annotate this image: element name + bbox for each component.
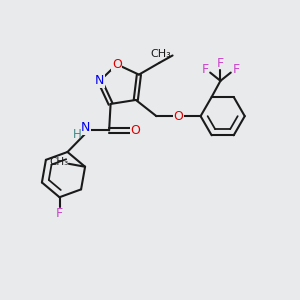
Text: F: F: [201, 63, 208, 76]
Text: CH₃: CH₃: [150, 49, 171, 59]
Text: F: F: [56, 207, 63, 220]
Text: O: O: [131, 124, 141, 137]
Text: N: N: [81, 121, 90, 134]
Text: F: F: [232, 63, 240, 76]
Text: O: O: [174, 110, 183, 123]
Text: O: O: [112, 58, 122, 71]
Text: N: N: [95, 74, 104, 87]
Text: F: F: [217, 57, 224, 70]
Text: CH₃: CH₃: [50, 157, 69, 167]
Text: H: H: [73, 128, 82, 141]
